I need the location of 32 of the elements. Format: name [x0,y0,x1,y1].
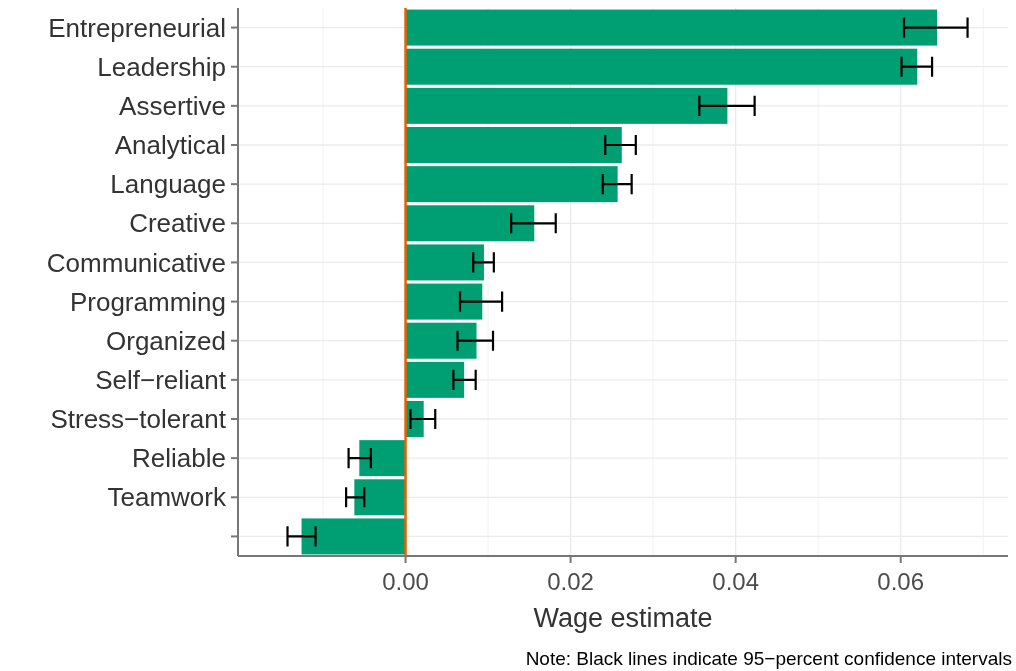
bar [405,48,918,85]
bar [354,479,406,516]
y-tick-label: Stress−tolerant [50,404,227,435]
y-tick-label: Reliable [132,443,226,474]
y-tick-label: Assertive [119,90,226,121]
bar [405,87,728,124]
y-tick-label: Self−reliant [95,364,227,395]
y-tick-label: Entrepreneurial [48,12,226,43]
x-tick-label: 0.04 [712,568,760,595]
bar [405,9,938,46]
bar [359,440,406,477]
y-tick-label: Language [110,169,226,200]
bar [405,283,483,320]
y-tick-label: Analytical [114,130,226,161]
bar [405,322,477,359]
y-tick-label: Teamwork [107,482,227,513]
x-tick-label: 0.00 [382,568,429,595]
bar [405,205,535,242]
y-tick-label: Creative [129,208,226,239]
bar [405,244,484,281]
y-tick-label: Leadership [97,51,226,82]
x-axis-title: Wage estimate [533,603,713,633]
bar [301,518,406,555]
y-tick-label: Communicative [46,247,226,278]
bar [405,126,622,164]
text: Note: Black lines indicate 95−percent confidence intervals [525,648,1012,669]
bar [405,166,618,203]
y-tick-label: Programming [69,286,226,317]
bar [405,361,465,398]
x-tick-label: 0.02 [547,568,594,595]
x-tick-label: 0.06 [877,568,925,595]
y-tick-label: Organized [106,325,226,356]
